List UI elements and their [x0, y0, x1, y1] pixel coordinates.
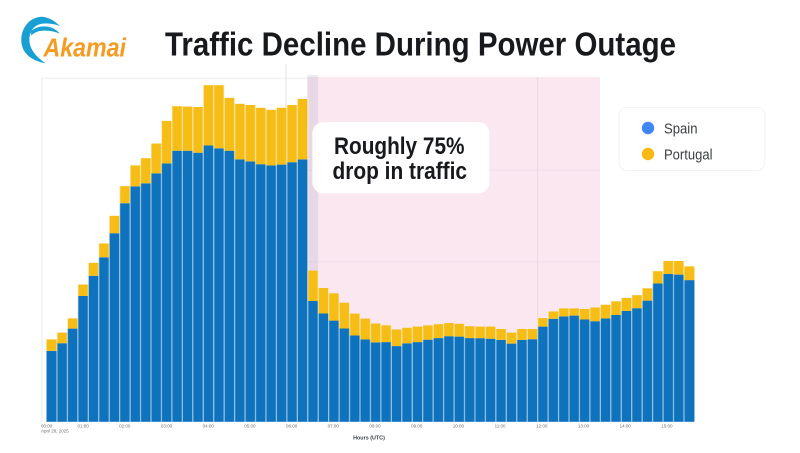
svg-text:11:00: 11:00 [495, 424, 506, 429]
svg-text:01:00: 01:00 [77, 424, 89, 429]
svg-text:Spain: Spain [664, 121, 698, 138]
svg-text:02:00: 02:00 [119, 424, 131, 429]
svg-text:drop in traffic: drop in traffic [333, 158, 468, 185]
svg-text:Akamai: Akamai [43, 35, 127, 63]
svg-text:07:00: 07:00 [328, 424, 340, 429]
svg-text:Roughly 75%: Roughly 75% [334, 133, 465, 160]
svg-text:Traffic Decline During Power O: Traffic Decline During Power Outage [165, 27, 676, 64]
svg-text:10:00: 10:00 [453, 424, 465, 429]
svg-text:00:00: 00:00 [41, 424, 53, 429]
svg-text:13:00: 13:00 [578, 424, 590, 429]
svg-text:Hours (UTC): Hours (UTC) [353, 436, 385, 442]
svg-text:06:00: 06:00 [286, 424, 298, 429]
svg-text:15:00: 15:00 [661, 424, 673, 429]
svg-text:April 28, 2025: April 28, 2025 [41, 429, 69, 434]
svg-text:14:00: 14:00 [620, 424, 632, 429]
svg-text:09:00: 09:00 [411, 424, 423, 429]
svg-text:12:00: 12:00 [536, 424, 548, 429]
svg-text:08:00: 08:00 [369, 424, 381, 429]
svg-text:03:00: 03:00 [161, 424, 173, 429]
svg-text:Portugal: Portugal [664, 147, 713, 164]
svg-text:05:00: 05:00 [244, 424, 256, 429]
svg-text:04:00: 04:00 [203, 424, 215, 429]
